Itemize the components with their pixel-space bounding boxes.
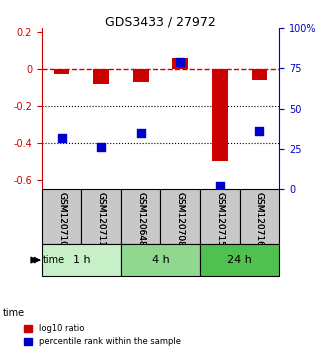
FancyBboxPatch shape bbox=[240, 189, 279, 244]
FancyBboxPatch shape bbox=[121, 244, 200, 276]
Point bbox=[99, 144, 104, 150]
Bar bbox=[54, 69, 69, 74]
FancyBboxPatch shape bbox=[81, 189, 121, 244]
Text: GSM120711: GSM120711 bbox=[97, 192, 106, 246]
Bar bbox=[133, 69, 149, 82]
FancyBboxPatch shape bbox=[121, 189, 160, 244]
Text: GSM120716: GSM120716 bbox=[255, 192, 264, 246]
Text: GSM120710: GSM120710 bbox=[57, 192, 66, 246]
Text: GSM120715: GSM120715 bbox=[215, 192, 224, 246]
Bar bbox=[172, 58, 188, 69]
Point bbox=[178, 59, 183, 65]
Text: 1 h: 1 h bbox=[73, 255, 90, 265]
Text: GSM120711: GSM120711 bbox=[97, 192, 106, 246]
Text: GSM120716: GSM120716 bbox=[255, 192, 264, 246]
Text: GSM120708: GSM120708 bbox=[176, 192, 185, 246]
Text: time: time bbox=[3, 308, 25, 318]
Bar bbox=[93, 69, 109, 84]
Text: GSM120708: GSM120708 bbox=[176, 192, 185, 246]
FancyBboxPatch shape bbox=[160, 189, 200, 244]
Text: GSM120715: GSM120715 bbox=[215, 192, 224, 246]
Text: GSM120648: GSM120648 bbox=[136, 192, 145, 246]
Point bbox=[257, 128, 262, 134]
FancyBboxPatch shape bbox=[42, 189, 81, 244]
Bar bbox=[212, 69, 228, 161]
Text: 24 h: 24 h bbox=[227, 255, 252, 265]
Text: 4 h: 4 h bbox=[152, 255, 169, 265]
Point bbox=[217, 183, 222, 189]
Bar bbox=[252, 69, 267, 80]
FancyBboxPatch shape bbox=[200, 189, 240, 244]
Point bbox=[59, 135, 64, 141]
FancyBboxPatch shape bbox=[42, 244, 121, 276]
Legend: log10 ratio, percentile rank within the sample: log10 ratio, percentile rank within the … bbox=[20, 321, 184, 350]
Text: GSM120648: GSM120648 bbox=[136, 192, 145, 246]
Text: time: time bbox=[42, 255, 65, 265]
FancyBboxPatch shape bbox=[200, 244, 279, 276]
Text: GDS3433 / 27972: GDS3433 / 27972 bbox=[105, 16, 216, 29]
Point bbox=[138, 130, 143, 136]
Text: GSM120710: GSM120710 bbox=[57, 192, 66, 246]
